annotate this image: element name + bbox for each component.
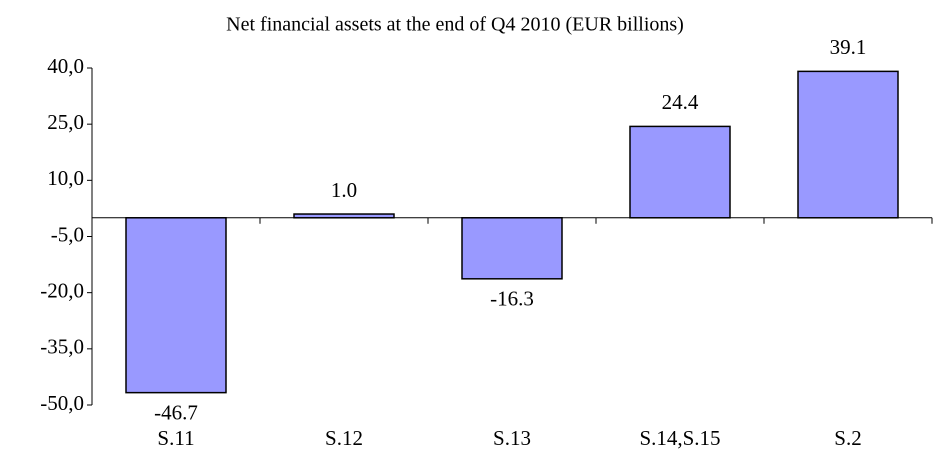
y-tick-label: 25,0 [47, 110, 84, 134]
y-tick-label: -50,0 [40, 391, 84, 415]
y-tick-label: 40,0 [47, 54, 84, 78]
bar [629, 125, 731, 219]
chart-title: Net financial assets at the end of Q4 20… [226, 14, 684, 36]
x-tick-label: S.2 [834, 426, 861, 450]
bar [125, 217, 227, 394]
data-label: 39.1 [830, 35, 867, 59]
bar [293, 213, 395, 219]
data-label: 24.4 [662, 90, 699, 114]
bar [461, 217, 563, 280]
data-label: -46.7 [154, 400, 198, 424]
x-tick-label: S.14,S.15 [639, 426, 720, 450]
bar [797, 70, 899, 219]
data-label: -16.3 [490, 287, 534, 311]
x-tick-label: S.12 [325, 426, 363, 450]
x-tick-label: S.13 [493, 426, 531, 450]
y-tick-label: -5,0 [51, 222, 84, 246]
y-tick-label: -20,0 [40, 278, 84, 302]
x-tick-label: S.11 [157, 426, 194, 450]
data-label: 1.0 [331, 178, 357, 202]
y-tick-label: 10,0 [47, 166, 84, 190]
y-tick-label: -35,0 [40, 335, 84, 359]
